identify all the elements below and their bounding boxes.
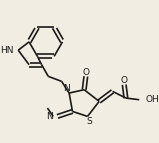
Text: HN: HN	[0, 46, 14, 55]
Text: N: N	[63, 84, 70, 93]
Text: N: N	[47, 112, 53, 121]
Text: O: O	[82, 68, 89, 77]
Text: OH: OH	[145, 95, 159, 104]
Text: O: O	[121, 76, 128, 85]
Text: S: S	[86, 117, 92, 126]
